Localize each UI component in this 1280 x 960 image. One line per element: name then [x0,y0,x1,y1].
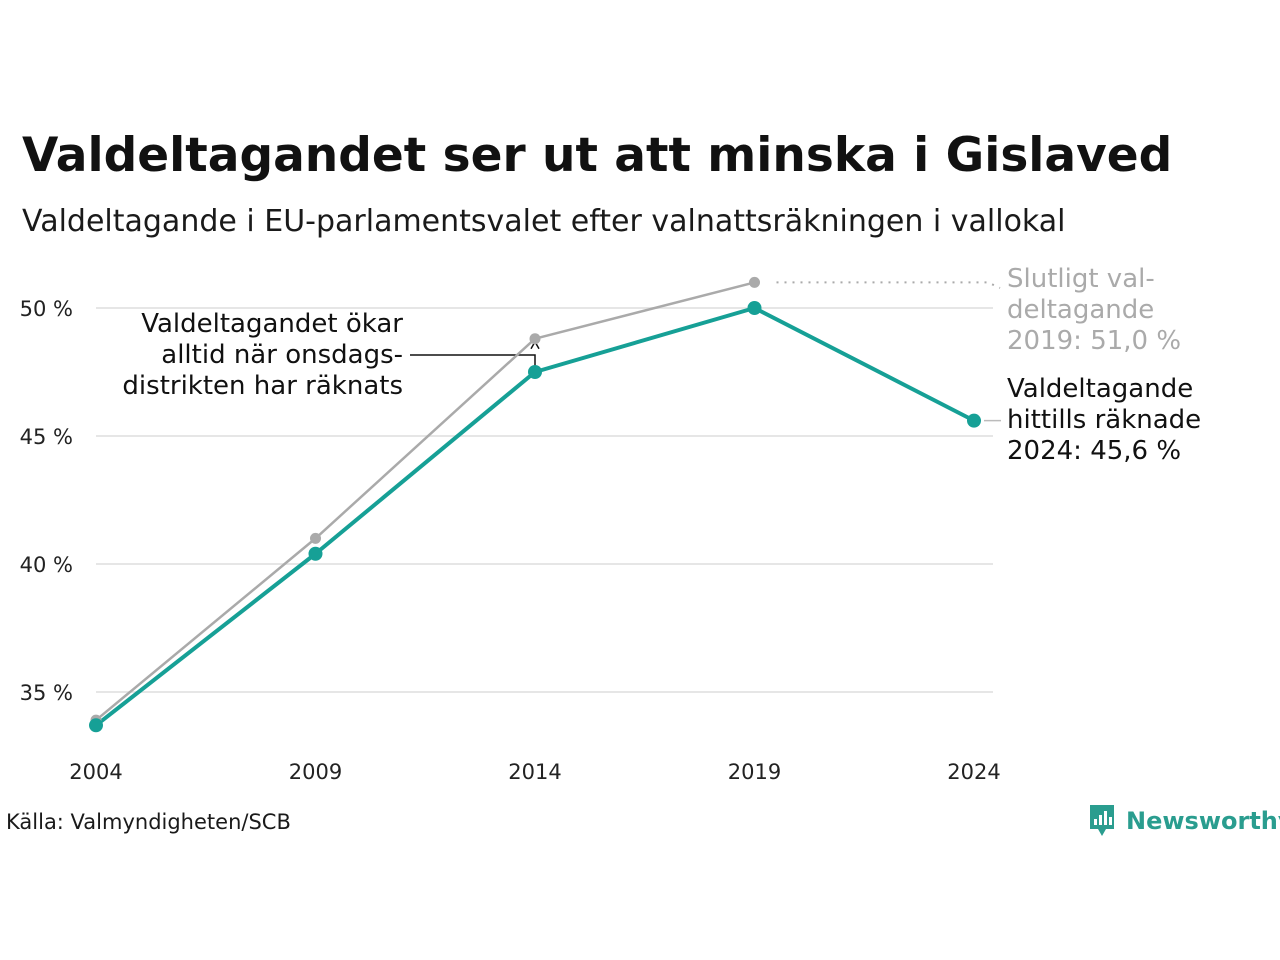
final-turnout-line [95,281,755,722]
brand-name: Newsworthy [1126,807,1280,835]
annotation-final-2019: Slutligt val- deltagande 2019: 51,0 % [1007,264,1181,357]
annotation-line: alltid när onsdags- [161,340,403,370]
newsworthy-logo-icon [1090,805,1114,836]
preliminary-turnout-point [89,718,103,733]
annotation-line: Slutligt val- [1007,264,1155,294]
final-turnout-point [749,276,760,288]
y-tick-label: 50 % [20,297,73,321]
annotation-connector [410,354,536,366]
chart-subtitle: Valdeltagande i EU-parlamentsvalet efter… [22,204,1066,239]
y-tick-label: 35 % [20,681,73,705]
annotation-line: Valdeltagande [1007,374,1194,404]
x-tick-label: 2009 [289,760,342,784]
y-axis-ticks: 35 % 40 % 45 % 50 % [20,297,73,705]
final-turnout-point [310,532,321,544]
x-tick-label: 2019 [728,760,781,784]
annotation-line: Valdeltagandet ökar [141,309,403,339]
annotation-line: 2024: 45,6 % [1007,436,1182,466]
annotation-line: 2019: 51,0 % [1007,326,1182,356]
annotation-line: hittills räknade [1007,405,1202,435]
annotation-connector-dotted [776,281,1001,289]
data-points [89,276,981,733]
preliminary-turnout-point [967,413,981,428]
newsworthy-logo[interactable]: Newsworthy [1088,803,1280,839]
source-note: Källa: Valmyndigheten/SCB [6,810,291,834]
x-tick-label: 2014 [508,760,561,784]
y-tick-label: 45 % [20,425,73,449]
annotation-line: deltagande [1007,295,1155,325]
preliminary-turnout-point [308,546,323,561]
x-axis-ticks: 2004 2009 2014 2019 2024 [69,760,1000,784]
chart-title: Valdeltagandet ser ut att minska i Gisla… [22,128,1173,183]
annotation-line: distrikten har räknats [122,371,403,401]
preliminary-turnout-point [528,365,542,379]
x-tick-label: 2004 [69,760,122,784]
final-turnout-point [529,333,541,345]
preliminary-turnout-point [747,301,762,315]
y-tick-label: 40 % [20,553,73,577]
annotation-current-2024: Valdeltagande hittills räknade 2024: 45,… [1007,374,1201,467]
x-tick-label: 2024 [947,760,1000,784]
annotation-counting-note: Valdeltagandet ökar alltid när onsdags- … [122,309,403,402]
gridlines [96,307,993,693]
